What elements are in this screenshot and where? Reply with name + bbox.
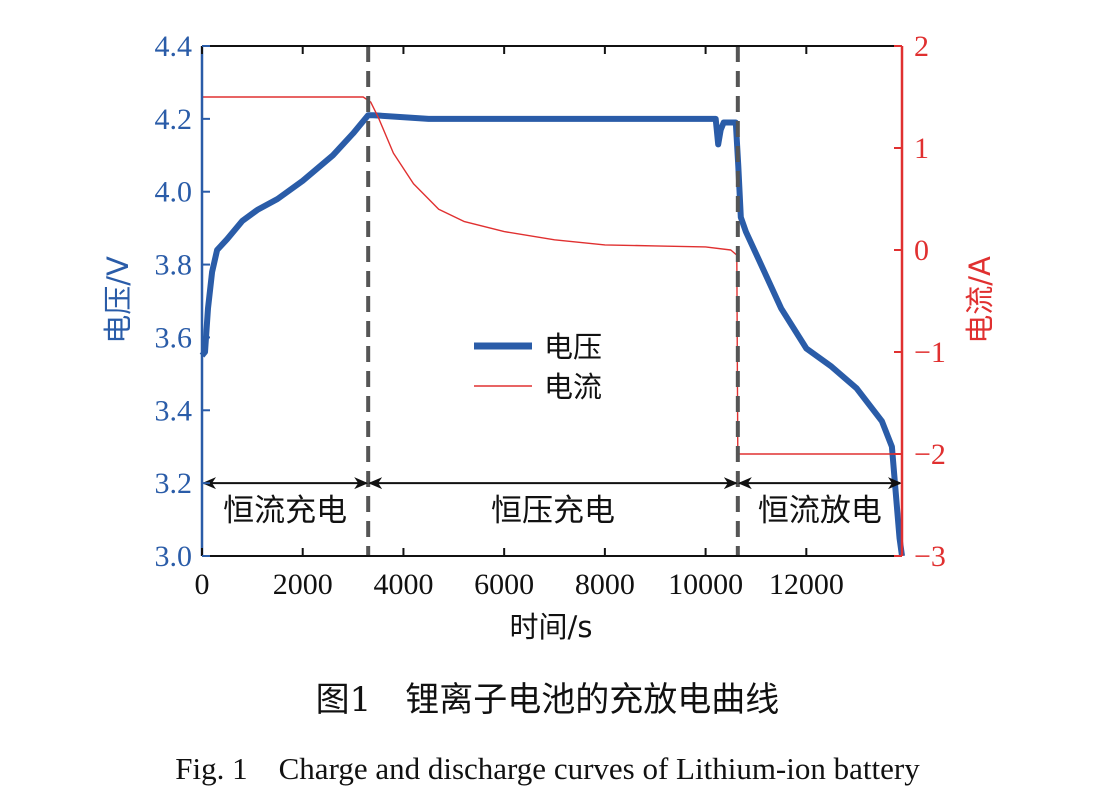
x-tick-label: 4000 (373, 568, 433, 601)
y-right-tick-label: 1 (914, 132, 929, 165)
x-tick-label: 0 (195, 568, 210, 601)
x-tick-label: 10000 (668, 568, 743, 601)
legend-label-current: 电流 (544, 370, 602, 404)
y-right-tick-label: 2 (914, 30, 929, 63)
x-tick-label: 12000 (769, 568, 844, 601)
y-right-axis-label: 电流/A (963, 256, 997, 344)
x-tick-label: 6000 (474, 568, 534, 601)
legend-label-voltage: 电压 (544, 330, 602, 364)
figure-caption-english: Fig. 1 Charge and discharge curves of Li… (175, 751, 920, 786)
x-axis-label: 时间/s (510, 610, 593, 644)
y-left-axis-label: 电压/V (101, 256, 135, 344)
y-left-tick-label: 4.2 (155, 103, 193, 136)
y-left-tick-label: 3.0 (155, 540, 193, 573)
y-left-tick-label: 3.8 (155, 249, 193, 282)
x-tick-label: 8000 (575, 568, 635, 601)
y-left-tick-label: 4.0 (155, 176, 193, 209)
y-right-tick-label: −3 (914, 540, 946, 573)
phase-label-2: 恒流放电 (758, 493, 882, 529)
x-tick-label: 2000 (273, 568, 333, 601)
y-left-tick-label: 4.4 (155, 30, 193, 63)
phase-label-0: 恒流充电 (223, 493, 347, 529)
series-line-voltage (199, 112, 905, 557)
y-right-tick-label: −1 (914, 336, 946, 369)
y-left-tick-label: 3.6 (155, 321, 193, 354)
y-right-tick-label: 0 (914, 234, 929, 267)
phase-label-1: 恒压充电 (491, 493, 615, 529)
figure-caption-chinese: 图1 锂离子电池的充放电曲线 (315, 680, 780, 720)
y-left-tick-label: 3.4 (155, 394, 193, 427)
series-line-current (202, 96, 902, 455)
charge-discharge-chart: 恒流充电 恒压充电 恒流放电 0 2000 4000 6000 8000 10000 12000… (101, 30, 997, 644)
y-right-tick-label: −2 (914, 438, 946, 471)
y-left-tick-label: 3.2 (155, 467, 193, 500)
legend: 电压 电流 (474, 330, 602, 404)
